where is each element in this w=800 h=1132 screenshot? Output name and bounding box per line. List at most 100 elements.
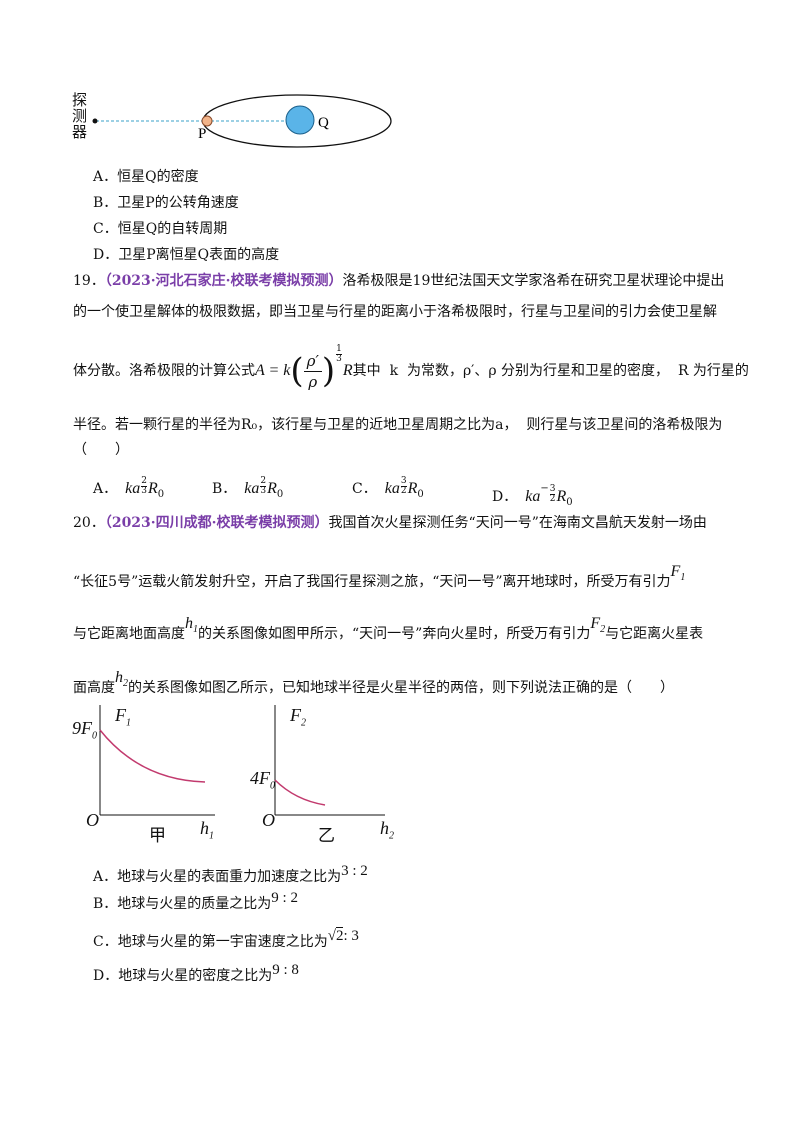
x-axis-label: h1 bbox=[200, 818, 214, 847]
radicand: 2 bbox=[335, 927, 344, 944]
origin: O bbox=[262, 810, 275, 830]
denominator: 3 bbox=[336, 354, 342, 364]
y-axis-label: F2 bbox=[290, 705, 306, 734]
denominator: 2 bbox=[400, 486, 407, 496]
satellite-p bbox=[201, 115, 213, 127]
y-axis-label: F1 bbox=[115, 705, 131, 734]
denominator: ρ bbox=[308, 372, 318, 391]
sub: 1 bbox=[126, 717, 131, 729]
base: h bbox=[380, 818, 389, 838]
source: （2023·四川成都·校联考模拟预测） bbox=[104, 515, 329, 531]
math: 9 : 8 bbox=[272, 962, 299, 978]
expr: ka bbox=[244, 480, 260, 497]
letter: B． bbox=[212, 481, 237, 497]
sign: − bbox=[540, 483, 549, 494]
option: B．地球与火星的质量之比为9 : 2 bbox=[93, 888, 298, 914]
detector-dot bbox=[92, 118, 98, 124]
numerator: 3 bbox=[549, 484, 556, 495]
numerator: 2 bbox=[141, 476, 147, 487]
line: 的一个使卫星解体的极限数据，即当卫星与行星的距离小于洛希极限时，行星与卫星间的引… bbox=[73, 304, 717, 320]
base: h bbox=[200, 818, 209, 838]
sub: 0 bbox=[276, 488, 284, 500]
numerator: 1 bbox=[336, 344, 342, 355]
caption: 甲 bbox=[149, 826, 166, 846]
line: 体分散。洛希极限的计算公式A = k(ρ′ ρ) 1 3 R其中 k 为常数，ρ′、ρ … bbox=[73, 345, 749, 395]
tail: R bbox=[147, 480, 158, 497]
expr: ka bbox=[384, 480, 400, 497]
ratio: 3 : 2 bbox=[341, 863, 368, 879]
line: 面高度h2的关系图像如图乙所示，已知地球半径是火星半径的两倍，则下列说法正确的是… bbox=[73, 668, 674, 698]
option: A．恒星Q的密度 bbox=[93, 169, 199, 185]
line: 19．（2023·河北石家庄·校联考模拟预测）洛希极限是19世纪法国天文学家洛希… bbox=[73, 271, 724, 291]
sub: 0 bbox=[157, 488, 165, 500]
denominator: 2 bbox=[549, 494, 556, 504]
paren: ( bbox=[290, 351, 304, 391]
text: “长征5号”运载火箭发射升空，开启了我国行星探测之旅，“天问一号”离开地球时，所… bbox=[73, 574, 671, 590]
ratio: 9 : 2 bbox=[271, 890, 298, 906]
base: F bbox=[81, 718, 92, 738]
origin: O bbox=[86, 810, 99, 830]
root-sign: √ bbox=[327, 928, 336, 944]
text: 与它距离地面高度 bbox=[73, 626, 185, 642]
text: 的关系图像如图乙所示，已知地球半径是火星半径的两倍，则下列说法正确的是（ ） bbox=[128, 680, 674, 696]
letter: A． bbox=[93, 481, 118, 497]
option: C． ka 3 2 R0 bbox=[352, 476, 424, 508]
line: “长征5号”运载火箭发射升空，开启了我国行星探测之旅，“天问一号”离开地球时，所… bbox=[73, 562, 685, 592]
option: A． ka 2 3 R0 bbox=[93, 476, 164, 508]
numerator: 3 bbox=[400, 476, 407, 487]
option: B． ka 2 3 R0 bbox=[212, 476, 283, 508]
caption: 乙 bbox=[318, 826, 335, 846]
text: C．地球与火星的第一宇宙速度之比为 bbox=[93, 934, 328, 950]
line: 半径。若一颗行星的半径为R₀，该行星与卫星的近地卫星周期之比为a， 则行星与该卫… bbox=[73, 417, 723, 433]
sub: 0 bbox=[566, 496, 573, 508]
curve bbox=[274, 779, 326, 806]
tail: R bbox=[556, 488, 567, 505]
math: F2 bbox=[590, 615, 605, 635]
base: F bbox=[590, 615, 601, 632]
expr: ka bbox=[525, 488, 541, 505]
formula-lhs: A = k bbox=[255, 362, 291, 379]
text: 其中 k 为常数，ρ′、ρ 分别为行星和卫星的密度， R 为行星的 bbox=[352, 363, 749, 379]
option: C．恒星Q的自转周期 bbox=[93, 221, 228, 237]
ratio: : 3 bbox=[343, 928, 359, 944]
option: D．卫星P离恒星Q表面的高度 bbox=[93, 247, 280, 263]
sub: 1 bbox=[209, 830, 214, 842]
numerator: ρ′ bbox=[303, 351, 322, 372]
text: 我国首次火星探测任务“天问一号”在海南文昌航天发射一场由 bbox=[328, 515, 707, 531]
base: h bbox=[185, 615, 193, 632]
option: D．地球与火星的密度之比为9 : 8 bbox=[93, 960, 299, 986]
text: B．地球与火星的质量之比为 bbox=[93, 896, 272, 912]
detector-label: 探测器 bbox=[72, 91, 88, 141]
math: F1 bbox=[671, 563, 686, 583]
sub: 2 bbox=[389, 830, 394, 842]
base: F bbox=[290, 705, 301, 725]
coef: 9 bbox=[72, 718, 81, 738]
denominator: 3 bbox=[260, 486, 267, 496]
fraction: ρ′ ρ bbox=[303, 351, 322, 392]
numerator: 2 bbox=[260, 476, 267, 487]
letter: D． bbox=[492, 489, 518, 505]
text: 的关系图像如图甲所示，“天问一号”奔向火星时，所受万有引力 bbox=[198, 626, 591, 642]
star-q bbox=[285, 105, 315, 135]
option: B．卫星P的公转角速度 bbox=[93, 195, 239, 211]
text: D．地球与火星的密度之比为 bbox=[93, 968, 273, 984]
base: F bbox=[115, 705, 126, 725]
math: 9 : 2 bbox=[271, 890, 298, 906]
number: 20． bbox=[73, 515, 105, 531]
sub: 2 bbox=[301, 717, 306, 729]
text: 与它距离火星表 bbox=[605, 626, 704, 642]
curve bbox=[99, 729, 206, 783]
y0-label: 9F0 bbox=[72, 718, 97, 747]
text: 洛希极限是19世纪法国天文学家洛希在研究卫星状理论中提出 bbox=[342, 273, 725, 289]
math: 3 : 2 bbox=[341, 863, 368, 879]
base: h bbox=[115, 669, 123, 686]
text: 体分散。洛希极限的计算公式 bbox=[73, 363, 255, 379]
text: A．地球与火星的表面重力加速度之比为 bbox=[93, 869, 342, 885]
math: √2: 3 bbox=[328, 927, 359, 944]
